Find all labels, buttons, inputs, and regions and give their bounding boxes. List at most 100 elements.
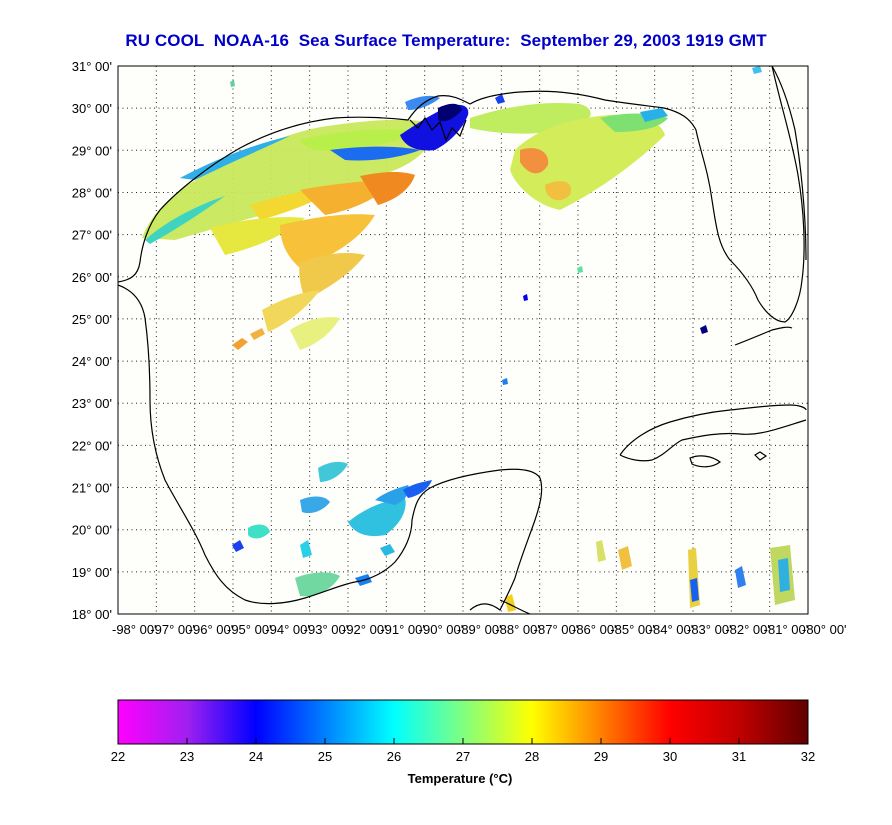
sst-patch <box>405 95 440 110</box>
colorbar-tick-label: 25 <box>318 749 332 764</box>
lon-tick-label: -89° 00' <box>457 622 502 637</box>
coastline-mexico <box>118 284 543 611</box>
lon-tick-label: -82° 00' <box>725 622 770 637</box>
coastline-delta <box>409 116 467 142</box>
sst-patch <box>375 485 410 505</box>
sst-patch <box>596 540 606 562</box>
sst-patch <box>618 546 632 570</box>
lon-tick-label: -95° 00' <box>227 622 272 637</box>
lat-tick-label: 26° 00' <box>72 270 112 285</box>
lat-tick-label: 24° 00' <box>72 354 112 369</box>
coastline-us-gulf <box>118 66 805 323</box>
colorbar-tick-label: 29 <box>594 749 608 764</box>
coastline-florida-east <box>771 66 807 261</box>
colorbar-tick-label: 22 <box>111 749 125 764</box>
colorbar-ticks: 22 23 24 25 26 27 28 29 30 31 32 <box>111 738 815 764</box>
sst-patch <box>520 148 549 174</box>
sst-patch <box>360 172 415 205</box>
sst-patch <box>300 496 330 514</box>
sst-patch <box>230 80 235 87</box>
sst-patch <box>318 461 348 482</box>
lon-tick-label: -84° 00' <box>649 622 694 637</box>
lon-tick-label: -92° 00' <box>342 622 387 637</box>
lat-tick-label: 31° 00' <box>72 59 112 74</box>
lat-tick-label: 22° 00' <box>72 438 112 453</box>
lon-tick-label: -83° 00' <box>687 622 732 637</box>
sst-patch <box>145 196 225 244</box>
coastline-florida-keys <box>734 326 793 346</box>
sst-patch <box>300 540 312 558</box>
lon-tick-label: -87° 00' <box>534 622 579 637</box>
lon-tick-label: -93° 00' <box>304 622 349 637</box>
sst-patch <box>380 544 395 556</box>
lon-tick-label: -85° 00' <box>610 622 655 637</box>
lon-tick-label: -80° 00' <box>802 622 847 637</box>
sst-patch <box>700 325 708 334</box>
sst-patch <box>778 558 790 592</box>
colorbar-gradient <box>117 699 809 745</box>
sst-patch <box>248 524 270 539</box>
colorbar-tick-label: 28 <box>525 749 539 764</box>
sst-patch <box>502 378 508 385</box>
colorbar-tick-label: 23 <box>180 749 194 764</box>
sst-patch <box>690 578 699 602</box>
sst-patch <box>250 328 265 340</box>
sst-patch <box>280 214 375 268</box>
colorbar-label: Temperature (°C) <box>408 771 513 786</box>
colorbar-tick-label: 30 <box>663 749 677 764</box>
sst-patch <box>577 266 583 273</box>
colorbar-tick-label: 24 <box>249 749 263 764</box>
lon-tick-label: -90° 00' <box>419 622 464 637</box>
sst-patch <box>232 540 244 552</box>
sst-patch <box>438 103 462 122</box>
sst-patch <box>403 480 432 498</box>
lon-tick-label: -98° 00' <box>112 622 157 637</box>
chart-title: RU COOL NOAA-16 Sea Surface Temperature:… <box>125 31 767 50</box>
colorbar-tick-label: 31 <box>732 749 746 764</box>
sst-patch <box>640 108 668 122</box>
lon-tick-label: -86° 00' <box>572 622 617 637</box>
coastline-islands <box>754 451 768 461</box>
lat-tick-label: 30° 00' <box>72 101 112 116</box>
sst-patch <box>735 566 746 588</box>
latitude-axis: 31° 00' 30° 00' 29° 00' 28° 00' 27° 00' 26° 0… <box>72 59 112 622</box>
lon-tick-label: -88° 00' <box>495 622 540 637</box>
coastline-islands <box>689 455 722 468</box>
lat-tick-label: 25° 00' <box>72 312 112 327</box>
lat-tick-label: 29° 00' <box>72 143 112 158</box>
sst-patch <box>262 290 320 332</box>
lat-tick-label: 19° 00' <box>72 565 112 580</box>
sst-patch <box>300 129 420 151</box>
lon-tick-label: -96° 00' <box>189 622 234 637</box>
sst-patch <box>232 338 248 350</box>
lat-tick-label: 18° 00' <box>72 607 112 622</box>
colorbar-tick-label: 27 <box>456 749 470 764</box>
sst-patch <box>290 317 340 350</box>
lat-tick-label: 27° 00' <box>72 228 112 243</box>
coastline-central-america <box>499 599 531 614</box>
lon-tick-label: -97° 00' <box>150 622 195 637</box>
lat-tick-label: 23° 00' <box>72 396 112 411</box>
sst-patch <box>495 94 505 104</box>
lon-tick-label: -81° 00' <box>764 622 809 637</box>
sst-patch <box>330 146 420 161</box>
longitude-axis: -98° 00'-97° 00'-96° 00'-95° 00'-94° 00'… <box>112 622 847 637</box>
colorbar-tick-label: 26 <box>387 749 401 764</box>
lon-tick-label: -91° 00' <box>380 622 425 637</box>
sst-patch <box>505 594 516 612</box>
coastline-cuba <box>619 404 807 462</box>
sst-patch <box>752 66 762 74</box>
colorbar-tick-label: 32 <box>801 749 815 764</box>
lat-tick-label: 20° 00' <box>72 523 112 538</box>
lat-tick-label: 21° 00' <box>72 481 112 496</box>
sst-patch <box>348 498 406 537</box>
lon-tick-label: -94° 00' <box>265 622 310 637</box>
sst-patch <box>523 294 528 301</box>
sst-patch <box>295 572 340 597</box>
lat-tick-label: 28° 00' <box>72 185 112 200</box>
sst-patch <box>545 181 571 201</box>
sst-patch <box>299 252 365 300</box>
sst-data-layer <box>142 66 795 612</box>
